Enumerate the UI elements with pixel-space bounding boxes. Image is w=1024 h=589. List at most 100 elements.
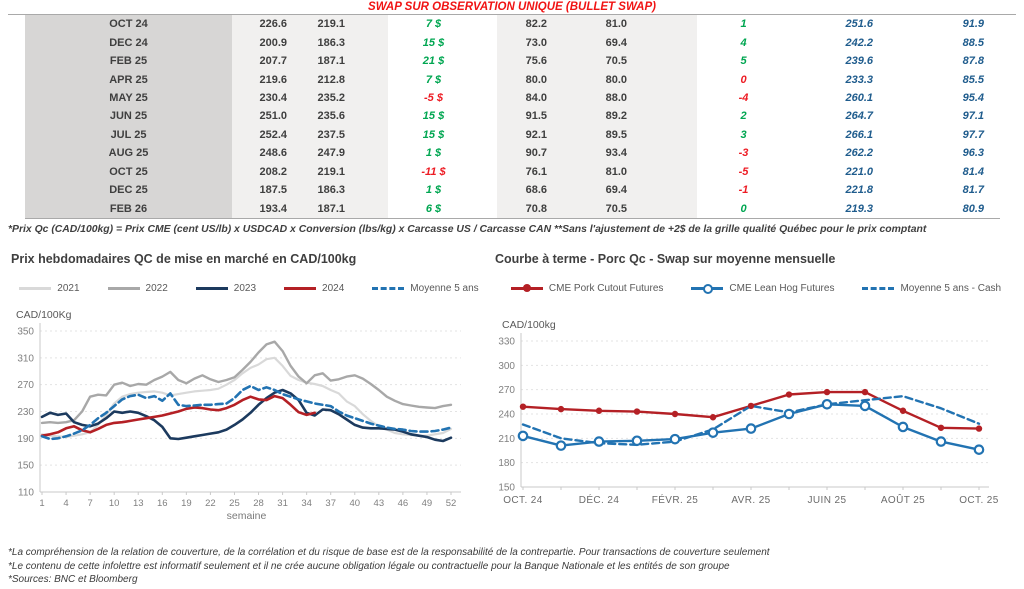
data-point [747, 402, 755, 410]
axis-label: 150 [17, 461, 34, 472]
table-cell-prix_qc: 187.5 [232, 180, 297, 200]
table-cell-cme: 70.8 [497, 199, 552, 218]
legend-item: CME Pork Cutout Futures [510, 283, 663, 294]
axis-label: 10 [109, 498, 120, 509]
axis-label: FÉVR. 25 [652, 493, 699, 506]
data-point [861, 388, 869, 396]
axis-label: 4 [63, 498, 68, 509]
table-cell-swap_us: 88.5 [885, 33, 1000, 52]
table-cell-diff_cad: 15 $ [388, 107, 497, 126]
data-point [709, 414, 717, 421]
table-cell-prix_qc: 208.2 [232, 162, 297, 181]
table-footnote: *Prix Qc (CAD/100kg) = Prix CME (cent US… [8, 224, 927, 235]
table-cell-cme: 90.7 [497, 144, 552, 163]
table-cell-cme: 91.5 [497, 107, 552, 126]
table-cell-swap_cad: 266.1 [790, 125, 885, 145]
table-cell-diff_cad: -11 $ [388, 162, 497, 181]
table-cell-diff_us: -3 [697, 144, 790, 163]
axis-label: 210 [498, 434, 515, 445]
axis-label: 28 [253, 498, 264, 509]
axis-label: 19 [181, 498, 192, 509]
disclaimer-footnotes: *La compréhension de la relation de couv… [8, 546, 1018, 587]
data-point [745, 423, 757, 434]
series-2023 [40, 388, 453, 443]
table-cell-diff_cad: 6 $ [388, 199, 497, 218]
table-cell-month: FEB 25 [25, 51, 232, 71]
weekly-price-chart: 110 150 190 230 270 310 350 1 4 7 10 13 16 19 22 25 28 31… [16, 309, 461, 522]
axis-label: 22 [205, 498, 216, 509]
data-point [671, 410, 679, 418]
legend-line-icon [107, 285, 140, 292]
table-cell-diff_cad: 7 $ [388, 70, 497, 89]
table-cell-swap_us: 85.5 [885, 70, 1000, 89]
table-cell-prix_qc: 251.0 [232, 107, 297, 126]
data-point [899, 407, 907, 414]
table-cell-diff_cad: 15 $ [388, 125, 497, 145]
table-cell-swap_cad: 221.8 [790, 180, 885, 200]
data-point [595, 407, 603, 414]
table-cell-prix_qc: 226.6 [232, 15, 297, 34]
table-cell-swap_us: 97.1 [885, 107, 1000, 126]
axis-label: 43 [374, 498, 385, 509]
table-cell-cme: 80.0 [497, 70, 552, 89]
divider [8, 14, 1016, 15]
data-point [935, 436, 947, 447]
chart-legend: CME Pork Cutout Futures CME Lean Hog Futu… [492, 276, 1020, 300]
table-cell-diff_us: 1 [697, 15, 790, 34]
legend-line-icon [195, 285, 228, 292]
data-point [631, 435, 643, 447]
legend-item: Moyenne 5 ans [372, 283, 479, 294]
legend-line-icon [862, 285, 895, 292]
table-cell-swap_us: 87.8 [885, 51, 1000, 71]
table-cell-diff_us: 5 [697, 51, 790, 71]
table-cell-cme: 75.6 [497, 51, 552, 71]
series-Moyenne 5 ans [40, 384, 453, 441]
table-cell-swap_us: 95.4 [885, 88, 1000, 108]
table-cell-swap_cad: 264.7 [790, 107, 885, 126]
table-cell-month: JUN 25 [25, 107, 232, 126]
table-cell-diff_us: 0 [697, 70, 790, 89]
axis-label: CAD/100kg [502, 319, 556, 331]
table-cell-diff_us: 2 [697, 107, 790, 126]
table-cell-cme_comptant: 69.4 [552, 180, 697, 200]
table-cell-prix_qc: 200.9 [232, 33, 297, 52]
table-cell-prix_qc: 252.4 [232, 125, 297, 145]
page-title: SWAP SUR OBSERVATION UNIQUE (BULLET SWAP… [368, 1, 656, 13]
legend-item: 2022 [107, 283, 168, 294]
data-point [821, 398, 833, 410]
axis-label: 49 [422, 498, 433, 509]
table-cell-diff_us: -1 [697, 180, 790, 200]
table-cell-month: DEC 25 [25, 180, 232, 200]
table-cell-swap_cad: 251.6 [790, 15, 885, 34]
legend-item: CME Lean Hog Futures [691, 283, 834, 294]
table-cell-cme: 73.0 [497, 33, 552, 52]
axis-label: 25 [229, 498, 240, 509]
legend-marker-icon [703, 283, 714, 294]
table-cell-diff_us: 3 [697, 125, 790, 145]
forward-curve-chart: 150 180 210 240 270 300 330 OCT. 24 DÉC. 24 FÉVR.… [498, 319, 998, 506]
table-cell-cme_comptant: 88.0 [552, 88, 697, 108]
data-point [859, 400, 871, 412]
legend-line-icon [19, 285, 52, 292]
axis-label: 31 [277, 498, 288, 509]
legend-label: 2023 [233, 282, 257, 294]
data-point [669, 433, 681, 445]
table-cell-swap_cad: 239.6 [790, 51, 885, 71]
legend-label: 2024 [322, 282, 345, 294]
axis-label: 37 [325, 498, 336, 509]
footnote-line: *Sources: BNC et Bloomberg [8, 574, 138, 585]
table-cell-prix_comptant: 187.1 [297, 51, 388, 71]
table-cell-swap_us: 96.3 [885, 144, 1000, 163]
legend-item: 2023 [195, 282, 257, 294]
table-cell-diff_cad: 15 $ [388, 33, 497, 52]
data-point [823, 388, 831, 396]
axis-label: 34 [301, 498, 312, 509]
legend-label: 2021 [57, 282, 80, 294]
legend-line-icon [510, 283, 543, 292]
table-cell-prix_comptant: 235.2 [297, 88, 388, 108]
axis-label: 330 [498, 337, 515, 348]
data-point [557, 405, 565, 413]
data-point [555, 440, 567, 451]
legend-item: 2021 [19, 282, 80, 294]
